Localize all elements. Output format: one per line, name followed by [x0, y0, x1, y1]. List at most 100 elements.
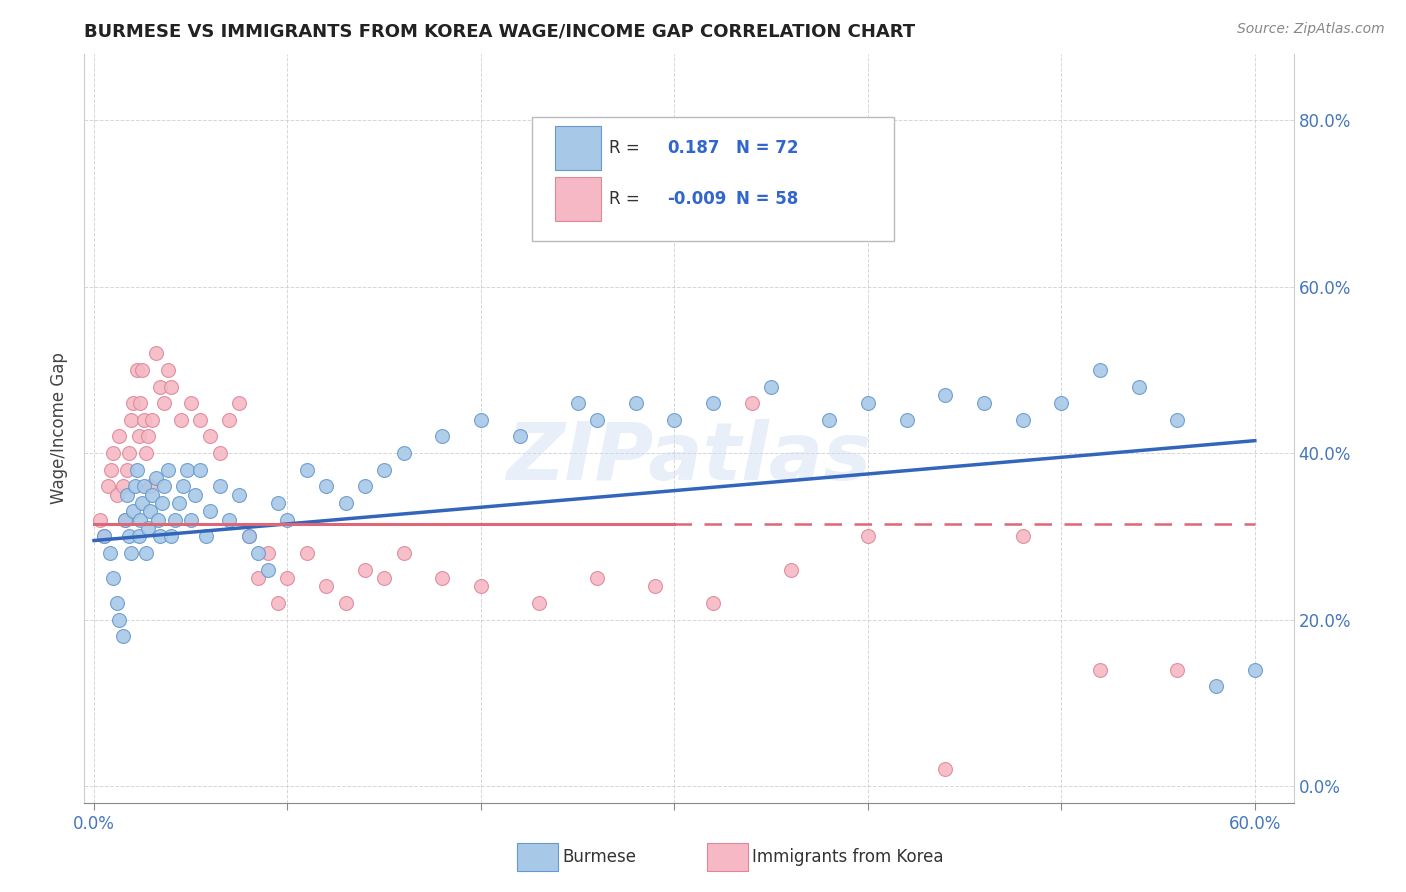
Point — [167, 496, 190, 510]
Point — [198, 429, 221, 443]
Text: R =: R = — [609, 139, 640, 157]
FancyBboxPatch shape — [555, 178, 600, 221]
Point — [228, 488, 250, 502]
Point — [759, 379, 782, 393]
Point — [170, 413, 193, 427]
Point — [1011, 529, 1033, 543]
Text: N = 72: N = 72 — [737, 139, 799, 157]
Point — [779, 563, 801, 577]
Point — [118, 529, 141, 543]
Point — [1128, 379, 1150, 393]
Point — [139, 479, 162, 493]
Point — [208, 479, 231, 493]
Point — [134, 413, 156, 427]
Point — [145, 471, 167, 485]
Point — [295, 546, 318, 560]
Point — [112, 629, 135, 643]
Point — [129, 513, 152, 527]
Point — [228, 396, 250, 410]
Point — [108, 613, 131, 627]
Point — [114, 513, 136, 527]
Point — [896, 413, 918, 427]
Point — [136, 429, 159, 443]
Point — [120, 546, 142, 560]
Point — [432, 571, 454, 585]
Point — [247, 571, 270, 585]
Point — [146, 513, 169, 527]
Text: Source: ZipAtlas.com: Source: ZipAtlas.com — [1237, 22, 1385, 37]
Point — [190, 463, 212, 477]
Point — [180, 513, 202, 527]
Text: -0.009: -0.009 — [668, 190, 727, 208]
Point — [145, 346, 167, 360]
Point — [112, 479, 135, 493]
Point — [702, 396, 724, 410]
Point — [105, 488, 128, 502]
Point — [373, 463, 395, 477]
Text: 0.187: 0.187 — [668, 139, 720, 157]
Point — [1088, 363, 1111, 377]
Point — [176, 463, 198, 477]
Point — [131, 496, 153, 510]
Point — [135, 446, 157, 460]
Point — [276, 513, 298, 527]
Point — [149, 379, 172, 393]
Point — [198, 504, 221, 518]
Point — [120, 413, 142, 427]
Point — [1088, 663, 1111, 677]
Point — [135, 546, 157, 560]
Point — [934, 763, 956, 777]
Point — [934, 388, 956, 402]
Point — [152, 479, 174, 493]
Text: Immigrants from Korea: Immigrants from Korea — [752, 848, 943, 866]
Point — [172, 479, 194, 493]
Point — [190, 413, 212, 427]
Point — [195, 529, 218, 543]
Point — [818, 413, 841, 427]
Point — [108, 429, 131, 443]
Point — [470, 413, 492, 427]
Point — [664, 413, 686, 427]
Point — [392, 546, 415, 560]
Point — [702, 596, 724, 610]
Point — [89, 513, 111, 527]
Point — [1166, 413, 1188, 427]
Point — [103, 446, 125, 460]
Point — [103, 571, 125, 585]
FancyBboxPatch shape — [555, 127, 600, 169]
Point — [93, 529, 115, 543]
Point — [1011, 413, 1033, 427]
Point — [139, 504, 162, 518]
Point — [160, 379, 183, 393]
Point — [247, 546, 270, 560]
Point — [150, 496, 173, 510]
Point — [160, 529, 183, 543]
Point — [97, 479, 120, 493]
Point — [257, 546, 280, 560]
Point — [149, 529, 172, 543]
Point — [856, 529, 879, 543]
Point — [105, 596, 128, 610]
Point — [125, 363, 148, 377]
Point — [276, 571, 298, 585]
Point — [432, 429, 454, 443]
Point — [315, 579, 337, 593]
Point — [1243, 663, 1265, 677]
Point — [152, 396, 174, 410]
Point — [98, 546, 121, 560]
Point — [586, 413, 609, 427]
Point — [567, 396, 589, 410]
Point — [973, 396, 995, 410]
Point — [238, 529, 260, 543]
Point — [129, 396, 152, 410]
Point — [644, 579, 666, 593]
Point — [131, 363, 153, 377]
Point — [115, 488, 138, 502]
Point — [295, 463, 318, 477]
Point — [218, 513, 240, 527]
Point — [267, 496, 290, 510]
Text: Burmese: Burmese — [562, 848, 637, 866]
Point — [208, 446, 231, 460]
Text: ZIPatlas: ZIPatlas — [506, 419, 872, 497]
Y-axis label: Wage/Income Gap: Wage/Income Gap — [51, 352, 69, 504]
